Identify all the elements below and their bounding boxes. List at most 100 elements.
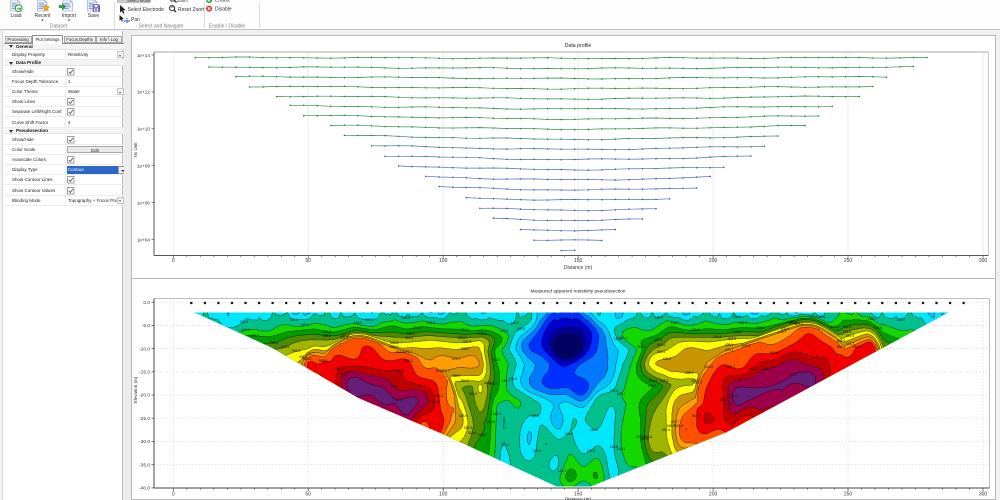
- svg-text:391.5: 391.5: [340, 336, 349, 340]
- svg-text:Enable: Enable: [215, 0, 231, 4]
- svg-text:438.9: 438.9: [667, 424, 676, 428]
- svg-text:118.6: 118.6: [509, 377, 517, 381]
- svg-text:100: 100: [439, 258, 448, 264]
- svg-text:391.5: 391.5: [846, 334, 855, 338]
- svg-text:149.1: 149.1: [354, 321, 363, 325]
- svg-text:Data profile: Data profile: [565, 43, 592, 49]
- svg-text:Select Electrode: Select Electrode: [128, 7, 165, 13]
- svg-text:391.5: 391.5: [292, 349, 301, 353]
- svg-text:518.6: 518.6: [396, 350, 405, 354]
- svg-text:472.7: 472.7: [452, 357, 461, 361]
- svg-text:472.7: 472.7: [846, 342, 855, 346]
- svg-text:Load: Load: [10, 13, 21, 19]
- svg-text:Pan: Pan: [131, 17, 140, 23]
- svg-text:149.1: 149.1: [868, 317, 877, 321]
- svg-text:611.5: 611.5: [431, 400, 439, 404]
- svg-text:472.7: 472.7: [404, 350, 413, 354]
- svg-text:472.7: 472.7: [671, 420, 680, 424]
- svg-text:149.1: 149.1: [619, 336, 628, 340]
- svg-text:438.9: 438.9: [725, 343, 734, 347]
- svg-text:563.2: 563.2: [435, 394, 444, 398]
- svg-text:1e+04: 1e+04: [137, 237, 151, 242]
- svg-text:343.6: 343.6: [789, 321, 798, 325]
- svg-text:118.6: 118.6: [501, 443, 509, 447]
- svg-text:-25.0: -25.0: [139, 416, 150, 422]
- svg-text:438.9: 438.9: [459, 414, 468, 418]
- svg-text:343.6: 343.6: [458, 336, 467, 340]
- svg-text:-20.0: -20.0: [139, 393, 150, 399]
- svg-text:715.6: 715.6: [789, 373, 798, 377]
- svg-text:343.6: 343.6: [281, 345, 290, 349]
- svg-text:611.5: 611.5: [720, 398, 728, 402]
- svg-text:438.9: 438.9: [837, 339, 846, 343]
- svg-text:215.6: 215.6: [756, 326, 765, 330]
- svg-text:150: 150: [574, 492, 583, 498]
- svg-text:118.6: 118.6: [565, 432, 573, 436]
- svg-text:149.1: 149.1: [427, 321, 436, 325]
- svg-text:Zoom: Zoom: [177, 0, 188, 3]
- svg-text:518.6: 518.6: [675, 424, 684, 428]
- svg-text:149.1: 149.1: [502, 379, 511, 383]
- svg-text:518.6: 518.6: [742, 344, 751, 348]
- svg-text:118.6: 118.6: [610, 389, 618, 393]
- svg-text:-15.0: -15.0: [139, 370, 150, 376]
- svg-text:149.1: 149.1: [617, 447, 626, 451]
- svg-text:1e+10: 1e+10: [137, 127, 151, 132]
- svg-text:Distance (m): Distance (m): [564, 265, 593, 271]
- svg-text:248.6: 248.6: [654, 338, 663, 342]
- svg-text:118.6: 118.6: [733, 315, 741, 319]
- svg-text:118.6: 118.6: [897, 318, 905, 322]
- svg-text:248.6: 248.6: [787, 320, 796, 324]
- svg-text:118.6: 118.6: [655, 316, 663, 320]
- svg-text:438.9: 438.9: [390, 345, 399, 349]
- svg-text:Elevation (m): Elevation (m): [133, 376, 138, 403]
- svg-text:438.9: 438.9: [685, 371, 694, 375]
- svg-text:611.5: 611.5: [749, 367, 757, 371]
- svg-text:343.6: 343.6: [469, 392, 478, 396]
- svg-text:0: 0: [172, 258, 175, 264]
- svg-text:-35.0: -35.0: [139, 462, 150, 468]
- svg-text:391.5: 391.5: [463, 340, 472, 344]
- svg-text:118.6: 118.6: [614, 337, 622, 341]
- svg-text:518.6: 518.6: [303, 357, 312, 361]
- svg-text:472.7: 472.7: [778, 330, 787, 334]
- svg-text:215.6: 215.6: [637, 345, 646, 349]
- svg-text:518.6: 518.6: [705, 365, 714, 369]
- svg-text:563.2: 563.2: [319, 359, 328, 363]
- svg-text:438.9: 438.9: [299, 355, 308, 359]
- svg-text:-30.0: -30.0: [139, 439, 150, 445]
- svg-text:149.1: 149.1: [241, 328, 250, 332]
- svg-text:-10.0: -10.0: [139, 346, 150, 352]
- svg-text:664.0: 664.0: [390, 384, 399, 388]
- svg-text:215.6: 215.6: [691, 328, 700, 332]
- svg-text:391.5: 391.5: [662, 428, 671, 432]
- svg-text:Distance (m): Distance (m): [565, 497, 592, 500]
- svg-text:391.5: 391.5: [691, 379, 700, 383]
- svg-text:1e+06: 1e+06: [137, 200, 151, 205]
- svg-text:149.1: 149.1: [301, 323, 310, 327]
- svg-text:50: 50: [305, 258, 311, 264]
- svg-text:149.1: 149.1: [617, 392, 626, 396]
- svg-text:715.6: 715.6: [729, 394, 738, 398]
- svg-text:215.6: 215.6: [831, 325, 840, 329]
- svg-text:300: 300: [979, 258, 988, 264]
- svg-text:Enable / Disable: Enable / Disable: [209, 24, 246, 30]
- svg-text:343.6: 343.6: [644, 435, 653, 439]
- svg-text:Dataset: Dataset: [50, 24, 68, 30]
- svg-text:149.1: 149.1: [493, 412, 502, 416]
- svg-text:118.6: 118.6: [610, 445, 618, 449]
- svg-text:248.6: 248.6: [649, 379, 658, 383]
- svg-text:518.6: 518.6: [837, 345, 846, 349]
- svg-text:118.6: 118.6: [402, 316, 410, 320]
- svg-text:250: 250: [844, 492, 853, 498]
- svg-text:Select Mode: Select Mode: [127, 0, 151, 3]
- svg-text:Save: Save: [88, 13, 100, 19]
- svg-text:664.0: 664.0: [724, 402, 733, 406]
- svg-text:118.6: 118.6: [590, 428, 598, 432]
- svg-text:149.1: 149.1: [809, 315, 818, 319]
- svg-text:215.6: 215.6: [487, 420, 496, 424]
- svg-text:Disable: Disable: [215, 7, 232, 13]
- svg-text:563.2: 563.2: [853, 345, 862, 349]
- svg-text:118.6: 118.6: [240, 320, 248, 324]
- svg-text:118.6: 118.6: [531, 414, 539, 418]
